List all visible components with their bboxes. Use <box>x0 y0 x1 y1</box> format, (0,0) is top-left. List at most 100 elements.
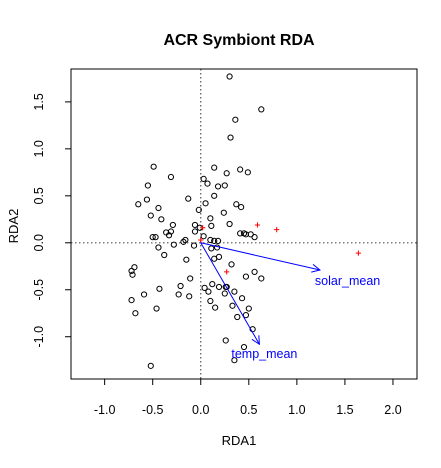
site-point <box>182 236 189 244</box>
site-point <box>221 182 228 189</box>
plot-frame <box>70 68 418 380</box>
site-point <box>202 200 209 207</box>
species-point <box>200 225 206 231</box>
x-tick-label: 1.0 <box>288 403 305 417</box>
site-point <box>180 238 187 245</box>
x-tick-label: 0.5 <box>240 403 257 417</box>
site-point <box>242 312 250 319</box>
site-point <box>227 134 234 141</box>
site-point <box>258 106 265 113</box>
site-point <box>191 228 199 235</box>
site-point <box>207 236 214 244</box>
site-point <box>200 233 207 240</box>
x-tick-label: 2.0 <box>384 403 401 417</box>
site-point <box>201 284 208 291</box>
site-point <box>226 220 233 228</box>
plot-area: solar_mean temp_mean <box>71 69 417 379</box>
site-point <box>186 293 193 300</box>
site-point <box>231 288 238 295</box>
site-point <box>169 221 176 229</box>
site-point <box>238 295 246 302</box>
y-tick-label: 1.5 <box>32 93 46 110</box>
x-tick-label: 1.5 <box>336 403 353 417</box>
site-point <box>223 283 230 291</box>
site-point <box>149 234 156 241</box>
site-point <box>140 291 148 298</box>
site-point <box>158 216 165 223</box>
y-axis-label: RDA2 <box>6 209 21 244</box>
x-axis-label: RDA1 <box>222 433 257 448</box>
site-point <box>251 234 258 241</box>
site-point <box>231 357 238 364</box>
site-point <box>153 305 160 312</box>
site-point <box>187 275 194 282</box>
site-point <box>207 215 214 222</box>
site-point <box>208 245 215 252</box>
site-point <box>143 196 151 203</box>
site-point <box>258 275 265 282</box>
site-point <box>220 209 227 216</box>
site-point <box>170 241 177 248</box>
x-tick-label: -1.0 <box>94 403 116 417</box>
site-point <box>190 242 198 249</box>
site-point <box>234 313 241 321</box>
site-point <box>152 234 159 241</box>
x-tick-label: -0.5 <box>142 403 164 417</box>
site-point <box>147 362 154 369</box>
site-point <box>204 180 211 187</box>
species-point <box>274 227 280 233</box>
site-point <box>128 296 135 304</box>
site-point <box>232 116 239 123</box>
site-point <box>155 204 162 212</box>
y-tick-label: 0.0 <box>32 234 46 251</box>
site-point <box>237 230 244 237</box>
site-point <box>156 285 163 292</box>
species-point <box>224 269 230 275</box>
site-point <box>221 290 228 297</box>
site-point <box>191 221 199 229</box>
site-point <box>238 203 245 211</box>
site-point <box>208 222 215 229</box>
site-point <box>229 302 236 309</box>
species-point <box>198 237 204 243</box>
site-point <box>147 212 154 219</box>
site-point <box>240 343 248 351</box>
site-point <box>233 201 240 208</box>
y-tick-label: 1.0 <box>32 140 46 157</box>
site-point <box>251 268 258 276</box>
site-point <box>215 283 223 291</box>
species-point <box>355 250 361 256</box>
site-point <box>200 175 207 183</box>
x-axis: -1.0 -0.5 0.0 0.5 1.0 1.5 2.0 <box>94 378 402 417</box>
site-point <box>155 244 162 251</box>
site-point <box>185 195 192 202</box>
y-tick-label: -1.0 <box>32 326 46 348</box>
site-point <box>211 237 218 245</box>
site-point <box>150 163 157 170</box>
site-point <box>214 237 222 245</box>
site-point <box>207 297 214 305</box>
site-point <box>195 206 202 214</box>
site-point <box>131 264 138 271</box>
site-point <box>175 291 182 298</box>
site-point <box>209 281 216 288</box>
biplot-arrow-label: solar_mean <box>315 274 380 288</box>
site-point <box>245 305 252 312</box>
site-point <box>226 73 233 80</box>
species-point <box>254 222 261 228</box>
site-point <box>205 288 212 295</box>
site-point <box>132 310 139 317</box>
site-point <box>129 271 136 278</box>
biplot-arrow-label: temp_mean <box>231 347 297 361</box>
site-point <box>183 256 190 263</box>
site-point <box>167 173 175 181</box>
site-point <box>237 166 244 173</box>
site-point <box>228 261 235 268</box>
biplot-arrow <box>200 242 260 344</box>
site-point <box>222 337 229 344</box>
site-point <box>144 182 151 189</box>
chart-title: ACR Symbiont RDA <box>163 32 315 49</box>
y-axis: -1.0 -0.5 0.0 0.5 1.0 1.5 <box>32 93 72 348</box>
site-point <box>167 228 175 235</box>
